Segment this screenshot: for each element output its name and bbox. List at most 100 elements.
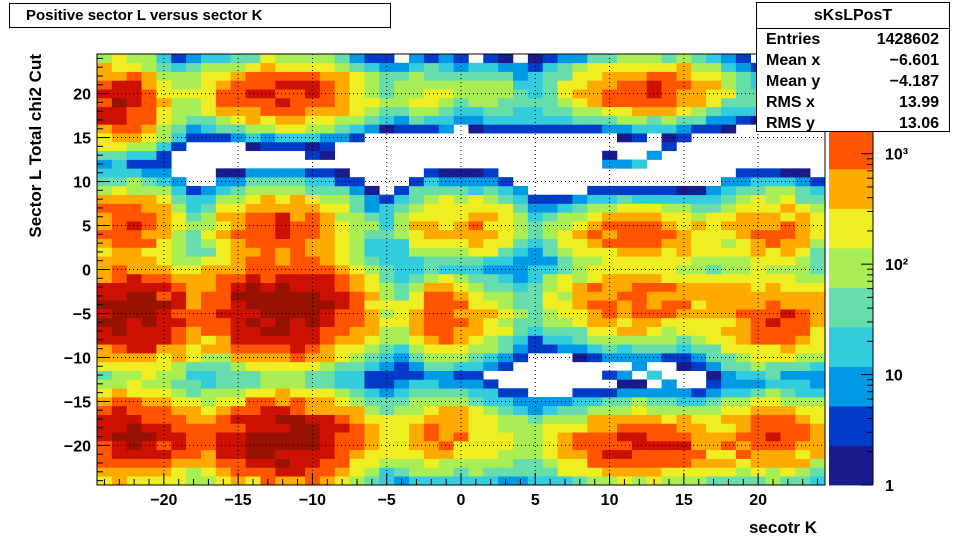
heatmap-cell bbox=[691, 300, 707, 310]
heatmap-cell bbox=[409, 423, 425, 433]
heatmap-cell bbox=[483, 326, 499, 336]
heatmap-cell bbox=[97, 405, 113, 415]
heatmap-cell bbox=[319, 397, 336, 407]
heatmap-cell bbox=[97, 203, 113, 213]
heatmap-cell bbox=[691, 247, 707, 257]
heatmap-cell bbox=[587, 326, 603, 336]
heatmap-cell bbox=[334, 309, 350, 319]
heatmap-cell bbox=[721, 273, 737, 283]
heatmap-cell bbox=[111, 212, 128, 222]
heatmap-cell bbox=[453, 335, 469, 345]
heatmap-cell bbox=[572, 335, 588, 345]
heatmap-cell bbox=[765, 317, 781, 327]
palette-swatch bbox=[829, 481, 873, 486]
heatmap-cell bbox=[438, 97, 454, 108]
heatmap-cell bbox=[513, 265, 529, 275]
heatmap-cell bbox=[795, 361, 811, 371]
heatmap-cell bbox=[468, 344, 484, 354]
heatmap-cell bbox=[691, 62, 707, 72]
heatmap-cell bbox=[111, 203, 128, 213]
heatmap-cell bbox=[215, 265, 232, 275]
stats-value: 13.99 bbox=[898, 94, 939, 111]
heatmap-cell bbox=[735, 388, 752, 398]
heatmap-cell bbox=[631, 388, 648, 398]
heatmap-cell bbox=[721, 432, 737, 442]
palette-swatch bbox=[829, 161, 873, 166]
heatmap-cell bbox=[364, 229, 380, 240]
heatmap-cell bbox=[646, 458, 662, 468]
heatmap-cell bbox=[721, 265, 737, 275]
palette-swatch bbox=[829, 273, 873, 278]
heatmap-cell bbox=[542, 423, 558, 433]
heatmap-cell bbox=[126, 467, 142, 477]
heatmap-cell bbox=[290, 141, 306, 152]
heatmap-cell bbox=[483, 124, 499, 134]
heatmap-cell bbox=[631, 309, 648, 319]
heatmap-cell bbox=[379, 194, 395, 204]
heatmap-cell bbox=[394, 432, 410, 442]
heatmap-cell bbox=[230, 168, 246, 178]
palette-swatch bbox=[829, 186, 873, 191]
heatmap-cell bbox=[171, 265, 187, 275]
heatmap-cell bbox=[230, 291, 246, 301]
heatmap-cell bbox=[141, 414, 157, 424]
heatmap-cell bbox=[706, 405, 722, 415]
heatmap-cell bbox=[706, 212, 722, 222]
heatmap-cell bbox=[795, 282, 811, 292]
heatmap-cell bbox=[780, 317, 796, 327]
heatmap-cell bbox=[364, 97, 380, 108]
palette-swatch bbox=[829, 150, 873, 155]
heatmap-cell bbox=[557, 62, 573, 72]
heatmap-cell bbox=[423, 423, 440, 433]
heatmap-cell bbox=[156, 150, 172, 160]
heatmap-cell bbox=[527, 432, 544, 442]
heatmap-cell bbox=[319, 467, 336, 477]
heatmap-cell bbox=[691, 54, 707, 64]
heatmap-cell bbox=[305, 291, 321, 301]
heatmap-cell bbox=[409, 441, 425, 451]
heatmap-cell bbox=[97, 370, 113, 380]
heatmap-cell bbox=[171, 80, 187, 90]
palette-swatch bbox=[829, 301, 873, 306]
heatmap-cell bbox=[171, 238, 187, 248]
heatmap-cell bbox=[201, 80, 217, 90]
heatmap-cell bbox=[483, 361, 499, 371]
heatmap-cell bbox=[750, 458, 766, 468]
heatmap-cell bbox=[394, 317, 410, 327]
heatmap-cell bbox=[171, 89, 187, 99]
heatmap-cell bbox=[111, 185, 128, 196]
heatmap-cell bbox=[557, 317, 573, 327]
heatmap-cell bbox=[646, 256, 662, 266]
heatmap-cell bbox=[453, 344, 469, 354]
heatmap-cell bbox=[750, 177, 766, 187]
heatmap-cell bbox=[409, 238, 425, 248]
palette-swatch bbox=[829, 147, 873, 152]
heatmap-cell bbox=[602, 212, 618, 222]
heatmap-cell bbox=[721, 177, 737, 187]
heatmap-cell bbox=[305, 221, 321, 231]
heatmap-cell bbox=[349, 71, 365, 81]
heatmap-cell bbox=[141, 361, 157, 371]
heatmap-cell bbox=[394, 326, 410, 336]
heatmap-cell bbox=[646, 335, 662, 345]
heatmap-cell bbox=[542, 414, 558, 424]
heatmap-cell bbox=[513, 326, 529, 336]
heatmap-cell bbox=[587, 256, 603, 266]
heatmap-cell bbox=[141, 124, 157, 134]
heatmap-cell bbox=[721, 423, 737, 433]
stats-value: −6.601 bbox=[889, 52, 939, 69]
heatmap-cell bbox=[676, 247, 692, 257]
heatmap-cell bbox=[468, 97, 484, 108]
heatmap-cell bbox=[126, 326, 142, 336]
heatmap-cell bbox=[290, 229, 306, 240]
heatmap-cell bbox=[215, 326, 232, 336]
heatmap-cell bbox=[186, 370, 202, 380]
heatmap-cell bbox=[438, 326, 454, 336]
heatmap-cell bbox=[780, 353, 796, 363]
heatmap-cell bbox=[676, 71, 692, 81]
heatmap-cell bbox=[735, 238, 752, 248]
heatmap-cell bbox=[230, 203, 246, 213]
heatmap-cell bbox=[587, 62, 603, 72]
heatmap-cell bbox=[364, 467, 380, 477]
heatmap-cell bbox=[557, 414, 573, 424]
